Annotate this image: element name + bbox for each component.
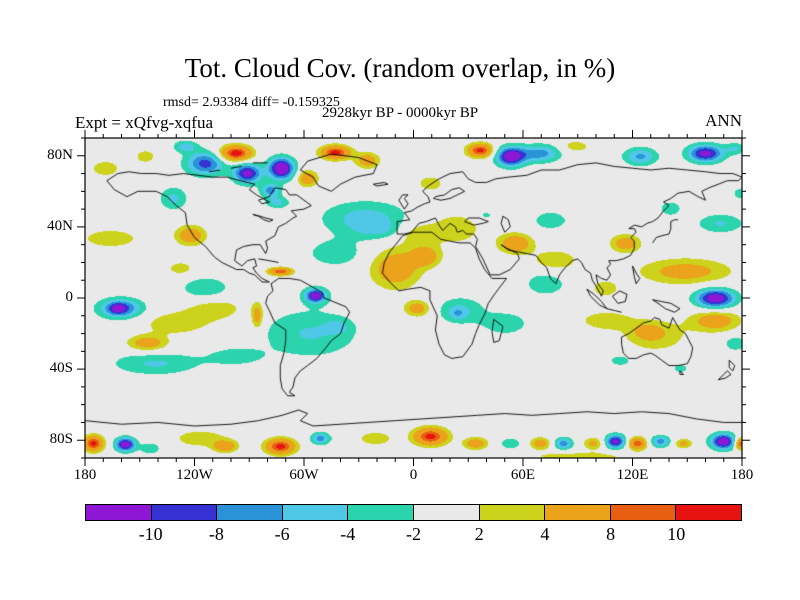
map-canvas	[85, 138, 742, 458]
lon-tick-label: 60E	[510, 467, 536, 483]
colorbar-tick-label: -2	[406, 524, 421, 544]
lon-tick-label: 180	[73, 467, 97, 483]
lat-tick-label: 40N	[47, 217, 73, 234]
period-label: 2928kyr BP - 0000kyr BP	[321, 105, 479, 121]
page-title: Tot. Cloud Cov. (random overlap, in %)	[184, 53, 616, 83]
stats-label: rmsd= 2.93384 diff= -0.159325	[163, 95, 340, 110]
lon-tick-label: 180	[730, 467, 754, 483]
lon-tick-label: 120E	[616, 467, 649, 483]
lon-tick-label: 120W	[176, 467, 213, 483]
colorbar-segment	[675, 505, 741, 520]
colorbar-tick-label: -6	[274, 524, 290, 544]
colorbar-segment	[347, 505, 413, 520]
colorbar-tick-label: -10	[138, 524, 163, 544]
colorbar-tick-label: -8	[208, 524, 224, 544]
colorbar-segment	[544, 505, 610, 520]
colorbar-segment	[216, 505, 282, 520]
lat-tick-label: 80S	[49, 431, 73, 448]
lat-tick-label: 80N	[47, 146, 73, 163]
season-label: ANN	[705, 111, 742, 130]
colorbar-tick-label: -4	[340, 524, 356, 544]
colorbar-segment	[281, 505, 348, 520]
lon-tick-label: 0	[409, 467, 418, 483]
colorbar-segment	[86, 505, 151, 520]
colorbar-tick-label: 10	[667, 524, 686, 544]
colorbar-tick-label: 8	[606, 524, 616, 544]
colorbar-tick-label: 2	[474, 524, 484, 544]
lat-tick-label: 40S	[49, 360, 73, 377]
colorbar-tick-label: 4	[540, 524, 550, 544]
colorbar-segment	[609, 505, 676, 520]
experiment-label: Expt = xQfvg-xqfua	[75, 113, 214, 132]
lon-tick-label: 60W	[289, 467, 319, 483]
colorbar-segment	[150, 505, 217, 520]
colorbar	[85, 504, 742, 521]
colorbar-segment	[412, 505, 479, 520]
lat-tick-label: 0	[65, 289, 74, 305]
colorbar-segment	[478, 505, 545, 520]
